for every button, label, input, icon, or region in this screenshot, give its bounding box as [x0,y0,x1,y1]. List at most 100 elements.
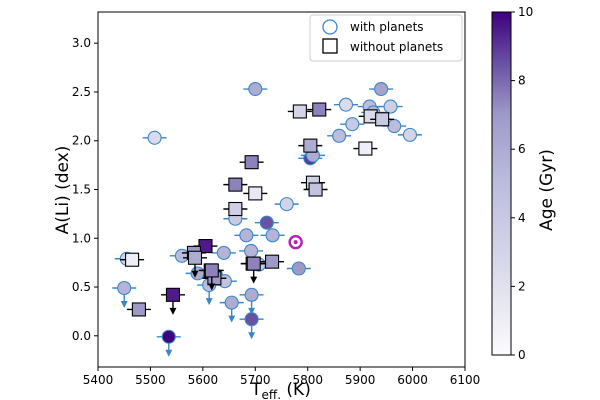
square-marker [244,155,259,170]
y-tick-label: 1.5 [72,183,91,197]
circle-marker [338,97,354,112]
non-host-point [260,254,285,269]
upper-limit-arrow [205,298,213,306]
x-tick-label: 5500 [135,373,166,387]
upper-limit-arrow [228,315,236,323]
circle-marker [224,295,239,310]
non-host-point [287,104,312,119]
non-host-point [199,263,224,291]
circle-marker [332,128,347,143]
planet-host-point [112,280,137,309]
colorbar-tick-label: 4 [518,211,526,225]
non-host-point [303,182,328,197]
planet-host-point [327,128,352,143]
upper-limit-arrow [165,349,173,357]
upper-limit-arrow [169,307,177,315]
y-tick-label: 2.5 [72,85,91,99]
sun-dot [293,240,298,245]
non-host-point [120,252,145,267]
square-marker [358,141,373,156]
upper-limit-arrow [250,276,258,284]
non-host-point [223,201,248,217]
circle-marker [387,119,402,134]
non-host-point [370,112,395,127]
circle-marker [174,248,189,263]
circle-marker [374,81,389,97]
circle-marker [147,130,162,145]
x-tick-label: 5700 [240,373,271,387]
x-tick-label: 5600 [188,373,219,387]
legend-circle-marker [322,19,338,35]
colorbar-ticks: 0 2 4 6 8 10 [511,5,533,362]
plot-frame [97,11,466,368]
circle-marker [161,329,176,344]
planet-host-point [234,228,259,243]
non-host-point [298,138,323,153]
upper-limit-arrow [248,332,256,340]
data-points [112,81,422,357]
square-marker [375,112,390,127]
square-marker [187,250,203,265]
square-marker [228,201,243,217]
x-tick-label: 5800 [292,373,323,387]
non-host-point [353,141,378,156]
y-tick-label: 0.0 [72,329,91,343]
colorbar-tick-label: 10 [518,5,533,19]
axis-ticks: 5400 5500 5600 5700 5800 5900 6000 6100 0.0 0.5 1.… [72,36,480,387]
x-tick-label: 6100 [450,373,481,387]
square-marker [165,287,181,302]
colorbar [491,11,512,356]
planet-host-point [142,130,167,145]
circle-marker [244,287,259,302]
non-host-point [243,186,268,201]
colorbar-title: Age (Gyr) [537,149,557,231]
planet-host-point [369,81,394,97]
y-axis-title: A(Li) (dex) [53,146,73,235]
y-tick-label: 1.0 [72,231,91,245]
planet-host-point [219,295,244,323]
planet-host-point [243,81,268,97]
sun-symbol [288,234,303,250]
upper-limit-arrow [208,283,216,291]
non-host-point [241,256,266,284]
colorbar-tick-label: 6 [518,142,526,156]
non-host-point [223,177,248,192]
colorbar-tick-label: 0 [518,348,526,362]
square-marker [292,104,307,119]
square-marker [308,182,323,197]
non-host-point [239,155,264,170]
x-tick-label: 5900 [345,373,376,387]
non-host-point [307,102,332,117]
y-tick-label: 0.5 [72,280,91,294]
legend-label-without-planets: without planets [350,40,443,54]
circle-marker [239,228,254,243]
circle-marker [265,228,280,243]
y-tick-label: 2.0 [72,134,91,148]
circle-marker [248,81,263,97]
square-marker [248,186,263,201]
square-marker [228,177,243,192]
circle-marker [279,197,294,212]
y-tick-label: 3.0 [72,36,91,50]
plot-area [98,12,465,367]
square-marker [125,252,140,267]
circle-marker [383,99,398,114]
circle-marker [402,127,418,142]
planet-host-point [274,197,299,212]
circle-marker [216,245,231,260]
x-tick-label: 6000 [397,373,428,387]
circle-marker [244,312,259,327]
non-host-point [160,287,185,315]
circle-marker [244,243,259,258]
x-tick-label: 5400 [83,373,114,387]
square-marker [265,254,280,269]
planet-host-point [254,215,279,230]
upper-limit-arrow [248,307,256,315]
planet-host-point [239,312,264,340]
planet-host-point [340,117,365,132]
square-marker [131,302,146,317]
square-marker [303,138,318,153]
x-axis-title: Teff. (K) [250,380,311,400]
square-marker [246,256,261,271]
